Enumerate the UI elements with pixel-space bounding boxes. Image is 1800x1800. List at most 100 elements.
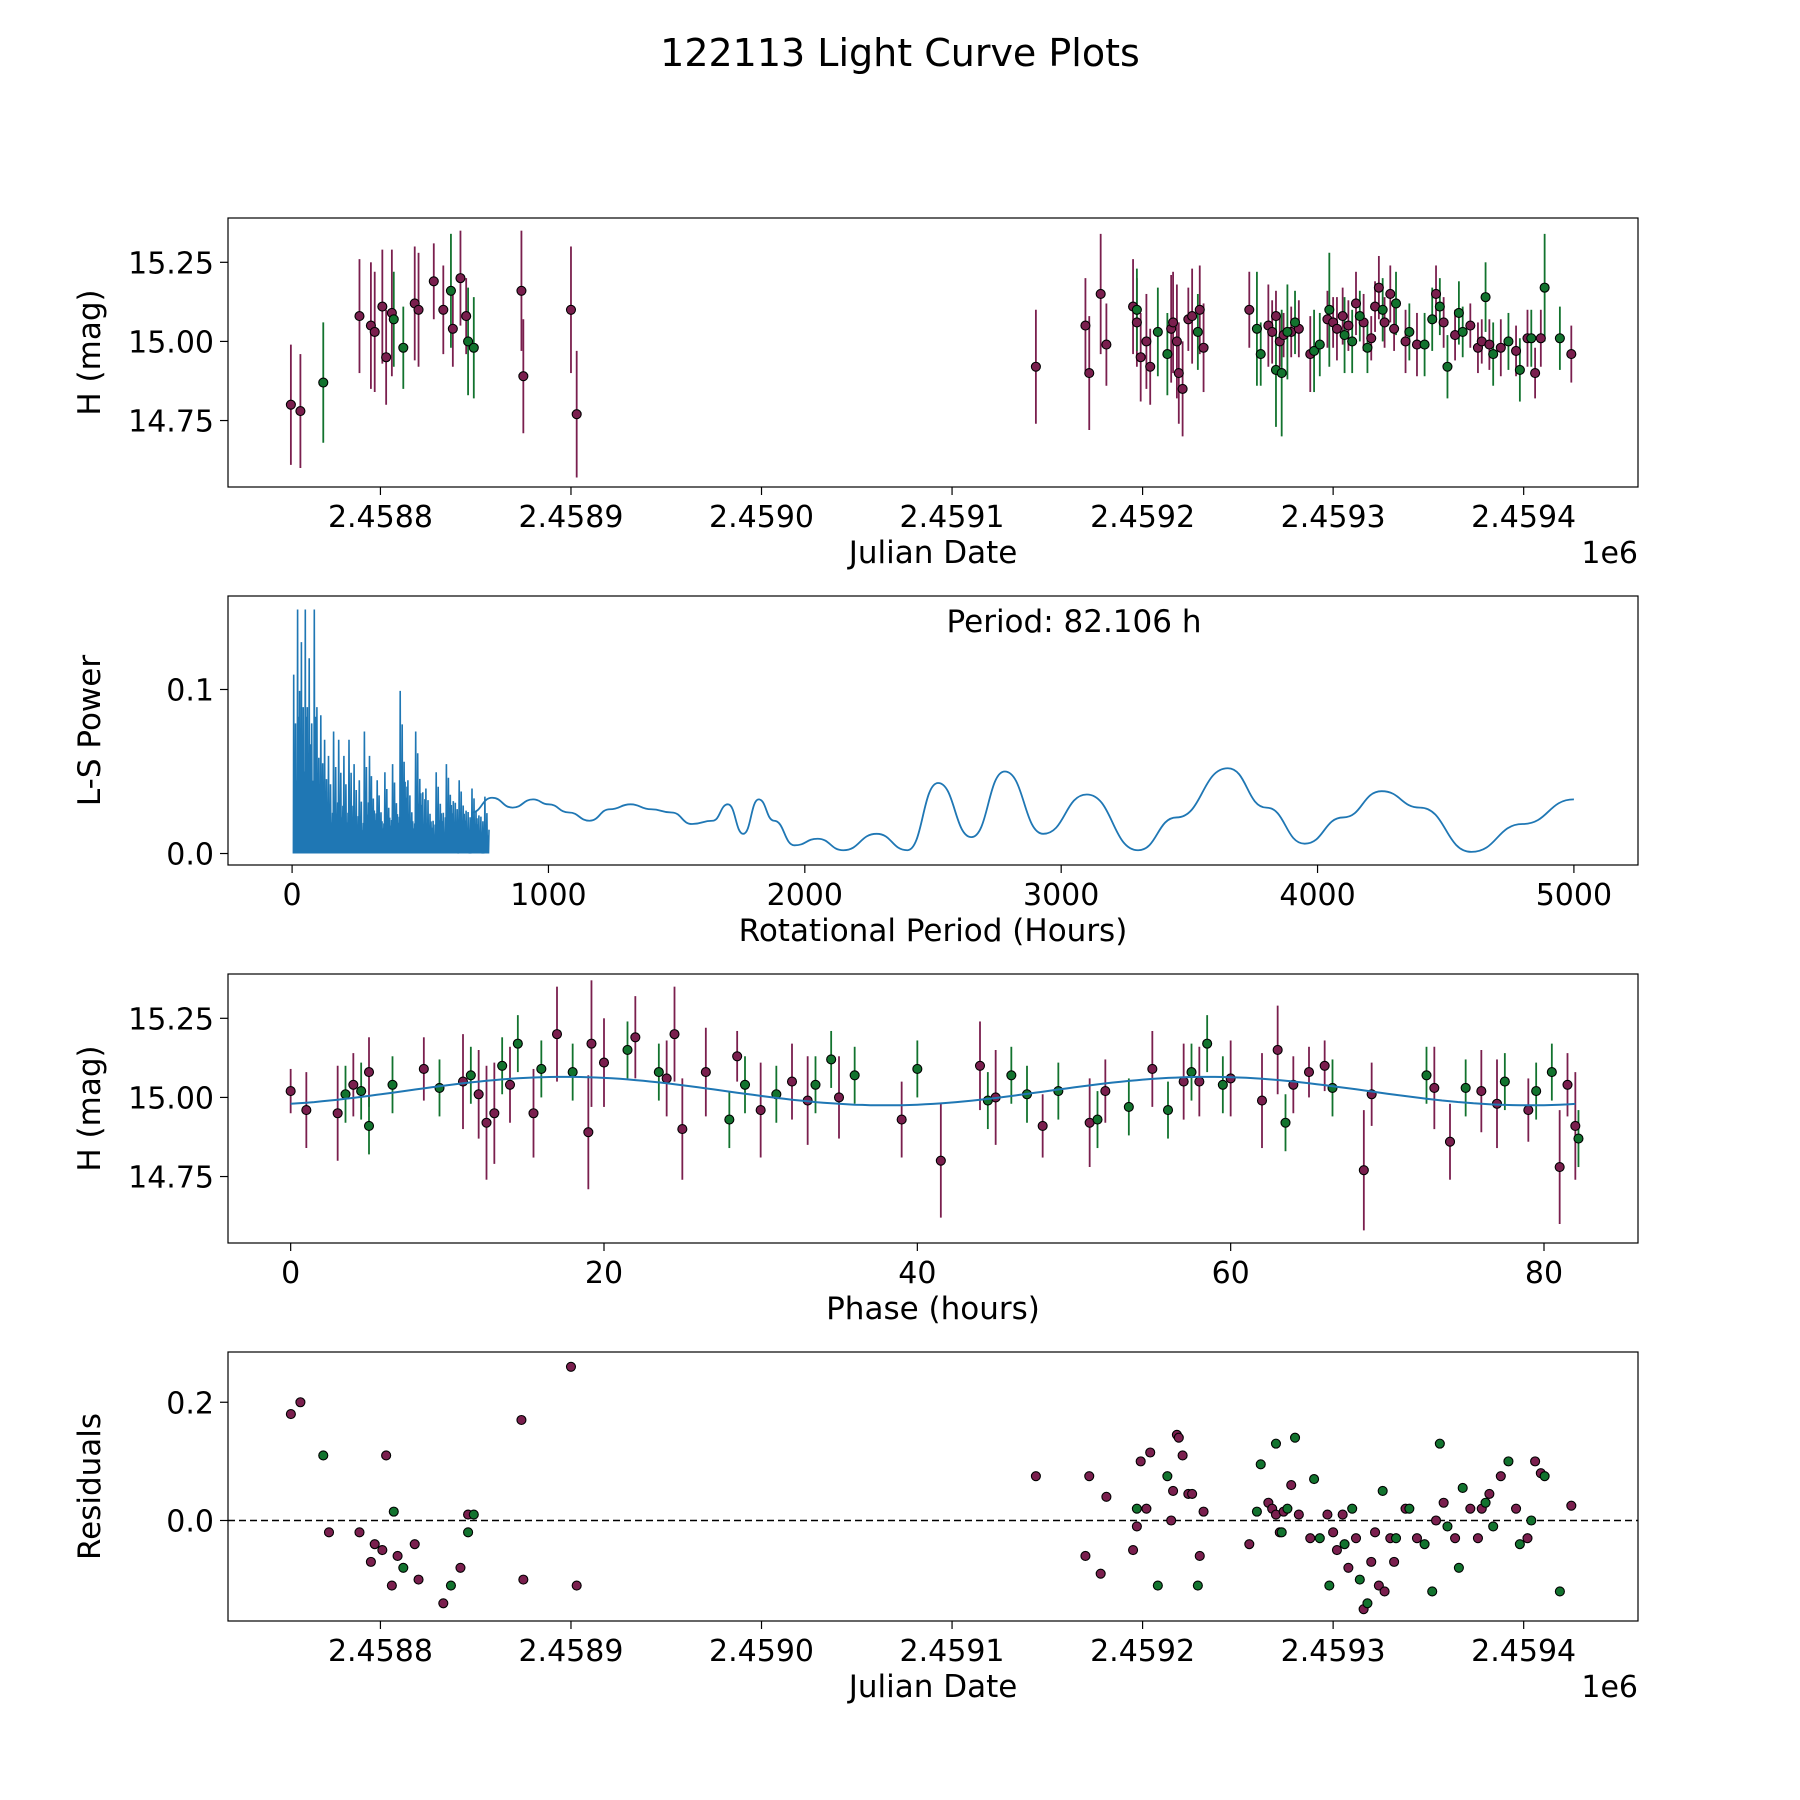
data-point bbox=[1366, 1556, 1377, 1567]
data-point bbox=[285, 399, 296, 410]
data-point bbox=[1430, 1515, 1442, 1526]
model-fit-line bbox=[290, 1075, 1576, 1107]
data-point bbox=[1166, 1515, 1177, 1526]
x-tick-label: 2.4590 bbox=[709, 1634, 814, 1669]
data-point bbox=[1255, 1459, 1266, 1470]
data-point bbox=[1495, 1471, 1506, 1482]
data-point bbox=[387, 1079, 398, 1090]
plot-frame bbox=[227, 217, 1639, 488]
data-point bbox=[1539, 1471, 1550, 1482]
data-point bbox=[755, 1105, 766, 1116]
data-point bbox=[1573, 1133, 1584, 1144]
x-tick-label: 0 bbox=[283, 878, 302, 913]
data-point bbox=[1303, 1067, 1315, 1078]
data-point bbox=[1438, 1497, 1449, 1508]
data-point bbox=[1404, 326, 1415, 337]
plot-frame bbox=[227, 595, 1639, 866]
data-point bbox=[1484, 339, 1495, 350]
y-tick-label: 14.75 bbox=[128, 1161, 214, 1196]
y-tick-label: 14.75 bbox=[128, 405, 214, 440]
data-point bbox=[1293, 1509, 1304, 1520]
data-point bbox=[1309, 1474, 1320, 1485]
data-point bbox=[1347, 1503, 1358, 1514]
data-point bbox=[392, 1550, 403, 1562]
data-point bbox=[445, 285, 456, 296]
data-point bbox=[1411, 1533, 1423, 1544]
data-point bbox=[1337, 1509, 1348, 1520]
data-point bbox=[1173, 1432, 1184, 1443]
data-point bbox=[438, 1598, 449, 1609]
data-point bbox=[1350, 1533, 1362, 1544]
x-tick-label: 2.4594 bbox=[1471, 500, 1576, 535]
data-point bbox=[1177, 383, 1188, 394]
data-point bbox=[518, 371, 529, 382]
data-point bbox=[833, 1092, 845, 1103]
data-point bbox=[388, 314, 399, 325]
data-point bbox=[1430, 288, 1442, 300]
data-point bbox=[295, 405, 306, 417]
data-point bbox=[1168, 1485, 1179, 1496]
data-point bbox=[1370, 1527, 1381, 1538]
data-point bbox=[1434, 301, 1445, 312]
data-point bbox=[1282, 326, 1293, 337]
x-tick-label: 1000 bbox=[510, 878, 586, 913]
data-point bbox=[1101, 1491, 1112, 1502]
data-point bbox=[409, 1539, 420, 1550]
data-point bbox=[1331, 323, 1342, 334]
data-point bbox=[1135, 352, 1146, 363]
data-point bbox=[786, 1076, 798, 1087]
data-point bbox=[1366, 333, 1377, 344]
data-point bbox=[1339, 1539, 1350, 1550]
data-point bbox=[669, 1029, 680, 1040]
data-point bbox=[1251, 1506, 1262, 1517]
data-point bbox=[1135, 1456, 1146, 1467]
data-point bbox=[1566, 1500, 1577, 1511]
x-tick-label: 2.4593 bbox=[1281, 500, 1386, 535]
data-point bbox=[1427, 314, 1438, 325]
data-point bbox=[1546, 1067, 1557, 1078]
panel-residuals: 2.4588 2.4589 2.4590 2.4591 2.4592 2.4593 2.45… bbox=[72, 1351, 1639, 1705]
x-axis-label: Phase (hours) bbox=[826, 1291, 1040, 1327]
data-point bbox=[1030, 361, 1041, 372]
data-point bbox=[1465, 1503, 1476, 1514]
data-point bbox=[1255, 349, 1266, 360]
data-point bbox=[1453, 1562, 1464, 1573]
data-point bbox=[1503, 336, 1514, 347]
data-point bbox=[1322, 1509, 1333, 1520]
data-points bbox=[285, 1361, 1577, 1615]
data-point bbox=[1480, 292, 1491, 303]
data-point bbox=[935, 1155, 946, 1166]
x-axis-label: Rotational Period (Hours) bbox=[739, 913, 1128, 949]
data-point bbox=[1358, 1165, 1369, 1176]
data-point bbox=[1314, 1533, 1325, 1544]
data-point bbox=[630, 1032, 641, 1043]
data-point bbox=[677, 1124, 688, 1135]
x-tick-label: 2.4592 bbox=[1090, 1634, 1195, 1669]
data-point bbox=[1100, 1086, 1111, 1097]
data-point bbox=[369, 326, 380, 337]
x-tick-label: 40 bbox=[898, 1256, 936, 1291]
data-point bbox=[301, 1105, 312, 1116]
data-point bbox=[1522, 1533, 1533, 1544]
data-point bbox=[1202, 1038, 1213, 1049]
x-tick-label: 2000 bbox=[767, 878, 843, 913]
data-point bbox=[1319, 1060, 1330, 1071]
data-point bbox=[1566, 349, 1577, 360]
data-point bbox=[354, 1527, 365, 1538]
data-point bbox=[810, 1079, 821, 1090]
data-point bbox=[1400, 336, 1411, 347]
data-point bbox=[1194, 304, 1205, 315]
x-axis-label: Julian Date bbox=[847, 1669, 1018, 1705]
x-tick-label: 2.4589 bbox=[518, 1634, 623, 1669]
data-point bbox=[1457, 326, 1468, 337]
data-point bbox=[1141, 336, 1152, 347]
data-point bbox=[386, 1580, 397, 1591]
data-point bbox=[1187, 1488, 1198, 1499]
data-point bbox=[1530, 368, 1541, 379]
data-point bbox=[1171, 336, 1182, 347]
y-axis-label: H (mag) bbox=[72, 1045, 108, 1171]
data-point bbox=[381, 352, 392, 363]
data-point bbox=[1194, 1550, 1205, 1562]
data-point bbox=[1362, 1598, 1373, 1609]
